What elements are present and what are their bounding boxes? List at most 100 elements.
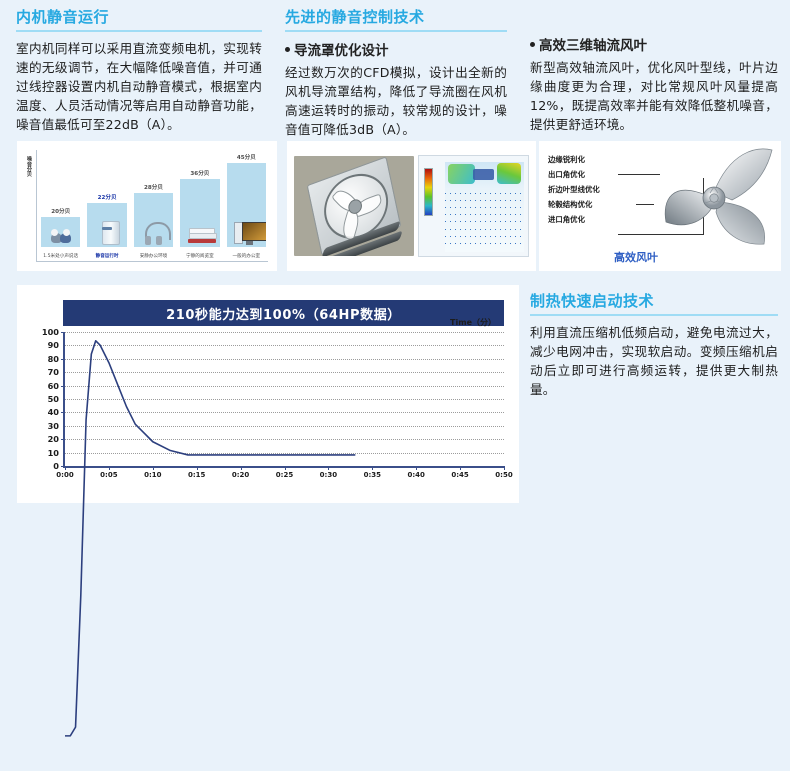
noise-bar-caption-2: 安静办公环境 — [139, 254, 168, 259]
section-body-quiet-control: 经过数万次的CFD模拟，设计出全新的风机导流罩结构，降低了导流圈在风机高速运转时… — [285, 65, 507, 137]
column-spacer — [530, 8, 778, 34]
heating-capacity-chart-panel: 210秒能力达到100%（64HP数据） Time（分） 100 90 80 7… — [18, 286, 518, 502]
noise-bar-fill-3 — [180, 179, 220, 247]
noise-bar-value-1: 22分贝 — [97, 195, 117, 201]
section-body-fast-heating: 利用直流压缩机低频启动，避免电流过大，减少电网冲击，实现软启动。变频压缩机启动后… — [530, 325, 778, 397]
noise-bar-3: 36分贝 宁静的阅览室 — [180, 169, 220, 259]
gridline — [65, 385, 504, 387]
x-tick-9: 0:45 — [451, 471, 469, 479]
cfd-images — [288, 142, 535, 270]
x-tick-10: 0:50 — [495, 471, 513, 479]
y-tick-10: 10 — [47, 447, 59, 458]
cfd-vector-row — [445, 221, 524, 223]
fan-annotation-2: 折边叶型线优化 — [548, 185, 600, 194]
x-tick-7: 0:35 — [363, 471, 382, 479]
x-tick-4: 0:20 — [231, 471, 250, 479]
noise-bar-1: 22分贝 静音运行时 — [87, 193, 127, 259]
bullet-dot-icon — [530, 41, 535, 47]
gridline — [65, 332, 504, 333]
section-heading-indoor-quiet: 内机静音运行 — [16, 8, 262, 32]
cfd-vector-row — [445, 243, 524, 244]
noise-bar-caption-4: 一般的办公室 — [232, 254, 261, 259]
noise-bar-value-2: 28分贝 — [144, 185, 163, 191]
leader-line-outlet-angle — [618, 174, 660, 175]
subheading-axial-fan: 高效三维轴流风叶 — [530, 34, 778, 54]
noise-bar-fill-0 — [41, 217, 81, 247]
fan-annotation-3: 轮毂结构优化 — [548, 200, 593, 209]
cfd-vector-row — [445, 235, 524, 237]
y-tick-50: 50 — [47, 394, 59, 404]
noise-bar-value-4: 45分贝 — [236, 155, 256, 161]
books-icon — [186, 223, 217, 245]
x-tick-6: 0:30 — [319, 471, 338, 479]
cfd-simulation-panel — [288, 142, 535, 270]
section-heading-fast-heating: 制热快速启动技术 — [530, 292, 778, 316]
page-root: 内机静音运行 室内机同样可以采用直流变频电机，实现转速的无级调节，在大幅降低噪音… — [16, 8, 780, 512]
fan-3d-model-image — [294, 156, 414, 256]
gridline — [65, 412, 504, 414]
noise-chart-bars: 20分贝 1.5米处小声说话 22分贝 — [41, 152, 266, 259]
y-tick-40: 40 — [47, 407, 59, 418]
noise-bar-value-0: 20分贝 — [51, 209, 71, 215]
heating-capacity-chart: 210秒能力达到100%（64HP数据） Time（分） 100 90 80 7… — [18, 286, 518, 502]
cfd-color-legend — [424, 168, 433, 216]
gridline — [65, 425, 504, 427]
people-talking-icon — [47, 223, 75, 245]
section-quiet-control: 先进的静音控制技术 导流罩优化设计 经过数万次的CFD模拟，设计出全新的风机导流… — [285, 8, 507, 139]
gridline — [65, 452, 504, 454]
section-indoor-quiet: 内机静音运行 室内机同样可以采用直流变频电机，实现转速的无级调节，在大幅降低噪音… — [16, 8, 262, 134]
computer-icon — [233, 222, 266, 245]
noise-chart-plot-area: 20分贝 1.5米处小声说话 22分贝 — [36, 150, 268, 262]
noise-bar-2: 28分贝 安静办公环境 — [133, 183, 174, 259]
gridline — [65, 358, 504, 360]
y-tick-0: 0 — [53, 461, 59, 471]
leader-line-inlet-angle — [618, 234, 704, 235]
section-body-axial-fan: 新型高效轴流风叶，优化风叶型线，叶片边缘曲度更为合理，对比常规风叶风量提高12%… — [530, 60, 778, 132]
gridline — [65, 399, 504, 400]
indoor-unit-icon — [93, 221, 121, 245]
cfd-vector-row — [445, 192, 524, 194]
subheading-duct-cover-label: 导流罩优化设计 — [294, 43, 389, 59]
cfd-contour-band — [497, 162, 521, 185]
x-tick-2: 0:10 — [144, 471, 162, 479]
chart-plot-area: Time（分） 100 90 80 70 60 50 40 30 — [42, 318, 513, 468]
subheading-axial-fan-label: 高效三维轴流风叶 — [539, 38, 647, 54]
cfd-vector-row — [445, 207, 524, 208]
section-heading-quiet-control: 先进的静音控制技术 — [285, 8, 507, 32]
headset-icon — [140, 222, 172, 245]
cfd-contour-image — [418, 155, 529, 257]
fan-blade-diagram-panel: 边缘锐利化 出口角优化 折边叶型线优化 轮毂结构优化 进口角优化 — [540, 142, 780, 270]
y-tick-20: 20 — [47, 434, 59, 445]
fan-blade-illustration — [664, 148, 773, 245]
x-tick-0: 0:00 — [56, 471, 74, 479]
subheading-duct-cover: 导流罩优化设计 — [285, 39, 507, 59]
fan-annotation-1: 出口角优化 — [548, 170, 585, 179]
noise-chart-y-axis-label: 噪音分贝 — [26, 156, 32, 177]
y-tick-90: 90 — [47, 340, 59, 351]
fan-annotation-0: 边缘锐利化 — [548, 155, 585, 164]
section-fast-heating: 制热快速启动技术 利用直流压缩机低频启动，避免电流过大，减少电网冲击，实现软启动… — [530, 292, 778, 399]
gridline — [65, 345, 504, 347]
capacity-curve-line — [65, 332, 504, 771]
cfd-contour-band — [473, 169, 494, 180]
noise-bar-value-3: 36分贝 — [190, 171, 210, 177]
noise-bar-4: 45分贝 一般的办公室 — [226, 153, 266, 259]
section-axial-fan: 高效三维轴流风叶 新型高效轴流风叶，优化风叶型线，叶片边缘曲度更为合理，对比常规… — [530, 8, 778, 134]
fan-blade-diagram: 边缘锐利化 出口角优化 折边叶型线优化 轮毂结构优化 进口角优化 — [540, 142, 780, 270]
noise-bar-caption-1: 静音运行时 — [95, 254, 119, 259]
noise-chart: 噪音分贝 20分贝 1.5米处小声说话 — [18, 142, 276, 270]
chart-x-axis-label: Time（分） — [450, 318, 496, 327]
fan-diagram-caption: 高效风叶 — [614, 251, 658, 264]
cfd-flow-field — [445, 162, 524, 252]
gridline — [65, 372, 504, 374]
y-tick-70: 70 — [47, 367, 59, 378]
noise-comparison-chart-panel: 噪音分贝 20分贝 1.5米处小声说话 — [18, 142, 276, 270]
noise-bar-fill-1 — [87, 203, 127, 247]
y-tick-30: 30 — [47, 420, 59, 431]
section-body-indoor-quiet: 室内机同样可以采用直流变频电机，实现转速的无级调节，在大幅降低噪音值，并可通过线… — [16, 41, 262, 132]
x-tick-1: 0:05 — [100, 471, 118, 479]
x-tick-8: 0:40 — [407, 471, 425, 479]
chart-title-bar: 210秒能力达到100%（64HP数据） — [63, 300, 504, 326]
fan-assembly-render — [306, 156, 403, 256]
y-tick-100: 100 — [41, 327, 59, 337]
